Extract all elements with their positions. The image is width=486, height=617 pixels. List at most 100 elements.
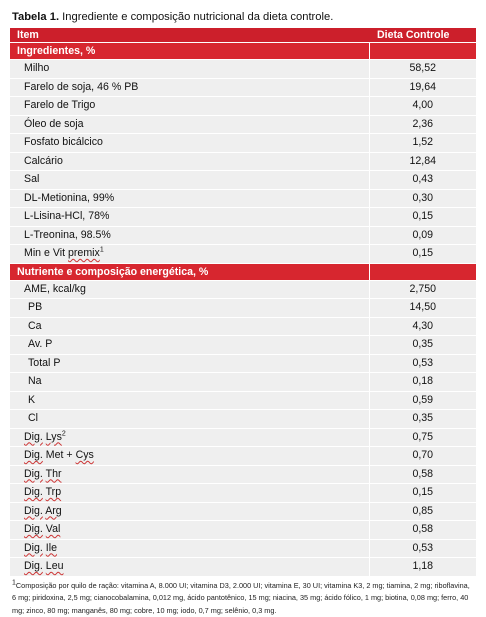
row-label: Dig. Thr (10, 465, 369, 484)
row-label-text: Min e Vit premix (24, 247, 100, 259)
row-label: Ca (10, 317, 369, 336)
section-value-cell (369, 43, 476, 60)
row-value: 0,75 (369, 428, 476, 447)
diet-table: Item Dieta Controle Ingredientes, %Milho… (10, 28, 476, 577)
row-label-text: Calcário (24, 155, 63, 167)
row-label: Dig. Met + Cys (10, 447, 369, 466)
row-footnote-marker: 2 (62, 430, 66, 437)
row-label-text: Dig. Val (24, 523, 60, 535)
row-value: 0,58 (369, 465, 476, 484)
row-value: 0,15 (369, 208, 476, 227)
row-label: Na (10, 373, 369, 392)
table-row: Dig. Val 0,58 (10, 521, 476, 540)
row-footnote-marker: 1 (100, 246, 104, 253)
table-row: Dig. Lys2 0,75 (10, 428, 476, 447)
row-value: 0,43 (369, 171, 476, 190)
row-value: 2,36 (369, 115, 476, 134)
row-label-text: DL-Metionina, 99% (24, 192, 114, 204)
row-value: 0,53 (369, 354, 476, 373)
row-value: 0,35 (369, 336, 476, 355)
row-value: 1,52 (369, 134, 476, 153)
table-row: Farelo de Trigo 4,00 (10, 97, 476, 116)
row-label-text: Óleo de soja (24, 118, 84, 130)
row-label: Av. P (10, 336, 369, 355)
row-value: 12,84 (369, 152, 476, 171)
row-value: 0,15 (369, 245, 476, 264)
row-label-text: Dig. Lys (24, 431, 62, 443)
row-label: Farelo de soja, 46 % PB (10, 78, 369, 97)
row-label: Dig. Ile (10, 539, 369, 558)
table-row: K 0,59 (10, 391, 476, 410)
row-value: 0,85 (369, 502, 476, 521)
row-label: L-Lisina-HCl, 78% (10, 208, 369, 227)
table-row: Dig. Leu 1,18 (10, 558, 476, 577)
table-row: Total P 0,53 (10, 354, 476, 373)
table-row: Av. P 0,35 (10, 336, 476, 355)
header-dieta-controle: Dieta Controle (369, 28, 476, 43)
row-value: 1,18 (369, 558, 476, 577)
row-value: 0,58 (369, 521, 476, 540)
row-label-text: Cl (28, 412, 38, 424)
row-value: 0,53 (369, 539, 476, 558)
table-row: L-Lisina-HCl, 78% 0,15 (10, 208, 476, 227)
row-label: Sal (10, 171, 369, 190)
row-label-text: AME, kcal/kg (24, 283, 86, 295)
row-label-text: Av. P (28, 338, 52, 350)
row-label-text: K (28, 394, 35, 406)
row-value: 4,30 (369, 317, 476, 336)
row-value: 2,750 (369, 280, 476, 299)
row-label-text: Dig. Trp (24, 486, 61, 498)
row-label-text: L-Lisina-HCl, 78% (24, 210, 109, 222)
row-value: 0,18 (369, 373, 476, 392)
row-label-text: Dig. Arg (24, 505, 62, 517)
row-label-text: Total P (28, 357, 60, 369)
table-row: Calcário 12,84 (10, 152, 476, 171)
row-label: Milho (10, 60, 369, 79)
table-row: Farelo de soja, 46 % PB 19,64 (10, 78, 476, 97)
table-row: Dig. Ile 0,53 (10, 539, 476, 558)
footnote: 1Composição por quilo de ração: vitamina… (12, 580, 474, 617)
row-label-text: L-Treonina, 98.5% (24, 229, 111, 241)
row-label-text: Farelo de soja, 46 % PB (24, 81, 138, 93)
row-label: Min e Vit premix1 (10, 245, 369, 264)
row-label: Dig. Leu (10, 558, 369, 577)
row-label: Fosfato bicálcico (10, 134, 369, 153)
row-label-text: PB (28, 301, 42, 313)
row-label-text: Dig. Leu (24, 560, 63, 572)
row-label-text: Farelo de Trigo (24, 99, 95, 111)
section-header-nutriente: Nutriente e composição energética, % (10, 263, 476, 280)
row-label: DL-Metionina, 99% (10, 189, 369, 208)
header-item: Item (10, 28, 369, 43)
table-row: Óleo de soja 2,36 (10, 115, 476, 134)
table-caption: Tabela 1. Ingrediente e composição nutri… (12, 10, 476, 25)
table-row: L-Treonina, 98.5% 0,09 (10, 226, 476, 245)
row-value: 4,00 (369, 97, 476, 116)
row-value: 58,52 (369, 60, 476, 79)
footnote-text: Composição por quilo de ração: vitamina … (12, 581, 470, 615)
row-label: AME, kcal/kg (10, 280, 369, 299)
row-value: 0,15 (369, 484, 476, 503)
row-value: 0,09 (369, 226, 476, 245)
table-caption-text: Ingrediente e composição nutricional da … (59, 11, 333, 23)
row-value: 19,64 (369, 78, 476, 97)
section-title: Nutriente e composição energética, % (10, 263, 369, 280)
row-value: 0,59 (369, 391, 476, 410)
row-label: Cl (10, 410, 369, 429)
document-page: Tabela 1. Ingrediente e composição nutri… (0, 0, 486, 602)
section-title: Ingredientes, % (10, 43, 369, 60)
row-label: Total P (10, 354, 369, 373)
row-label: Dig. Arg (10, 502, 369, 521)
table-label: Tabela 1. (12, 11, 59, 23)
row-label: Óleo de soja (10, 115, 369, 134)
row-label: L-Treonina, 98.5% (10, 226, 369, 245)
row-label-text: Dig. Ile (24, 542, 57, 554)
